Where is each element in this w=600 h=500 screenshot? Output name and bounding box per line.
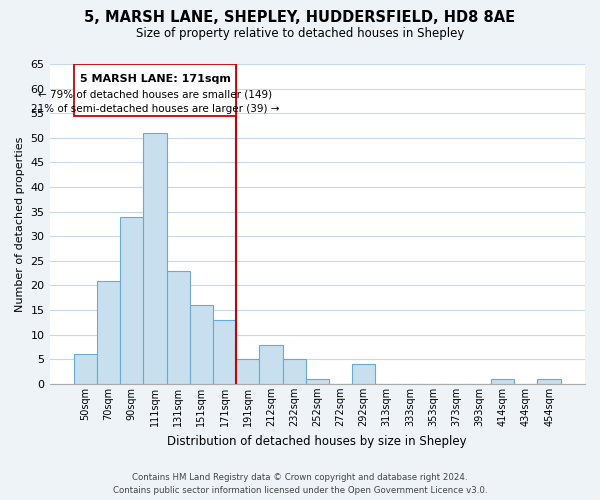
Text: Size of property relative to detached houses in Shepley: Size of property relative to detached ho… bbox=[136, 28, 464, 40]
Text: 21% of semi-detached houses are larger (39) →: 21% of semi-detached houses are larger (… bbox=[31, 104, 279, 115]
Bar bbox=[167, 270, 190, 384]
Bar bbox=[190, 305, 213, 384]
Bar bbox=[236, 360, 259, 384]
Y-axis label: Number of detached properties: Number of detached properties bbox=[15, 136, 25, 312]
Bar bbox=[491, 379, 514, 384]
Bar bbox=[259, 344, 283, 384]
Bar bbox=[213, 320, 236, 384]
Bar bbox=[283, 360, 305, 384]
Text: 5, MARSH LANE, SHEPLEY, HUDDERSFIELD, HD8 8AE: 5, MARSH LANE, SHEPLEY, HUDDERSFIELD, HD… bbox=[85, 10, 515, 25]
Bar bbox=[97, 280, 120, 384]
Bar bbox=[143, 133, 167, 384]
Bar bbox=[74, 354, 97, 384]
Bar bbox=[120, 216, 143, 384]
Text: ← 79% of detached houses are smaller (149): ← 79% of detached houses are smaller (14… bbox=[38, 90, 272, 100]
Bar bbox=[352, 364, 375, 384]
X-axis label: Distribution of detached houses by size in Shepley: Distribution of detached houses by size … bbox=[167, 434, 467, 448]
FancyBboxPatch shape bbox=[74, 64, 236, 116]
Bar bbox=[538, 379, 560, 384]
Text: 5 MARSH LANE: 171sqm: 5 MARSH LANE: 171sqm bbox=[80, 74, 230, 84]
Bar bbox=[305, 379, 329, 384]
Text: Contains HM Land Registry data © Crown copyright and database right 2024.
Contai: Contains HM Land Registry data © Crown c… bbox=[113, 474, 487, 495]
